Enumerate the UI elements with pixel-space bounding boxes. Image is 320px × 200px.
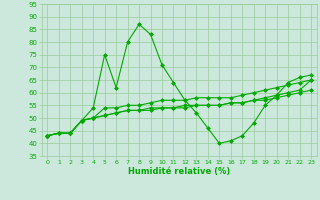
X-axis label: Humidité relative (%): Humidité relative (%) <box>128 167 230 176</box>
